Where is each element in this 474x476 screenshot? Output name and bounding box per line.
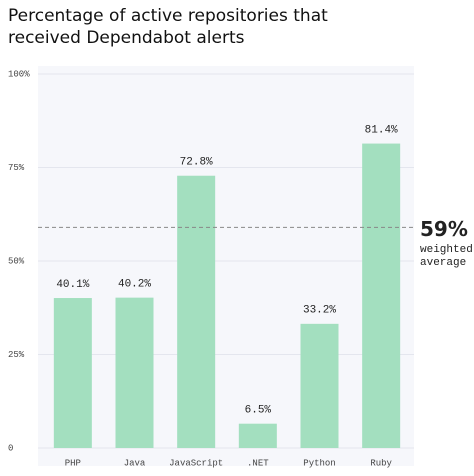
x-tick-label: PHP bbox=[65, 458, 81, 468]
bar bbox=[238, 423, 277, 448]
y-tick-label: 50% bbox=[8, 256, 25, 266]
value-label: 72.8% bbox=[180, 157, 213, 169]
value-label: 6.5% bbox=[245, 405, 272, 417]
bar bbox=[362, 143, 401, 448]
y-tick-label: 25% bbox=[8, 350, 25, 360]
y-tick-label: 100% bbox=[8, 69, 30, 79]
value-label: 40.2% bbox=[118, 279, 151, 291]
bar bbox=[177, 175, 216, 448]
plot-background bbox=[38, 66, 414, 466]
reference-text: weighted bbox=[420, 244, 473, 256]
x-tick-label: Python bbox=[303, 458, 335, 468]
bar bbox=[300, 323, 339, 448]
value-label: 40.1% bbox=[56, 279, 89, 291]
bar bbox=[115, 297, 154, 448]
y-tick-label: 0 bbox=[8, 443, 13, 453]
x-tick-label: .NET bbox=[247, 458, 269, 468]
x-tick-label: JavaScript bbox=[169, 458, 223, 468]
x-tick-label: Ruby bbox=[370, 458, 392, 468]
reference-label: 59% bbox=[420, 217, 468, 241]
chart-title: Percentage of active repositories that bbox=[8, 6, 328, 26]
bar bbox=[53, 298, 92, 448]
value-label: 33.2% bbox=[303, 305, 336, 317]
chart-title: received Dependabot alerts bbox=[8, 28, 245, 48]
y-tick-label: 75% bbox=[8, 163, 25, 173]
value-label: 81.4% bbox=[365, 124, 398, 136]
x-tick-label: Java bbox=[124, 458, 146, 468]
reference-text: average bbox=[420, 257, 466, 269]
